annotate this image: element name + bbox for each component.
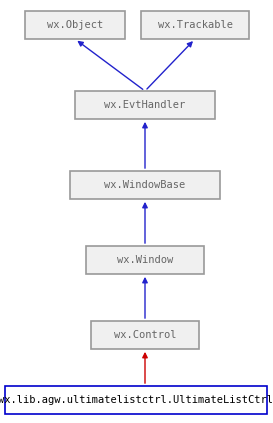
- Text: wx.WindowBase: wx.WindowBase: [104, 180, 186, 190]
- Text: wx.Object: wx.Object: [47, 20, 103, 30]
- Text: wx.EvtHandler: wx.EvtHandler: [104, 100, 186, 110]
- FancyBboxPatch shape: [141, 11, 249, 39]
- FancyBboxPatch shape: [86, 246, 204, 274]
- Text: wx.Control: wx.Control: [114, 330, 176, 340]
- Text: wx.lib.agw.ultimatelistctrl.UltimateListCtrl: wx.lib.agw.ultimatelistctrl.UltimateList…: [0, 395, 273, 405]
- Text: wx.Window: wx.Window: [117, 255, 173, 265]
- FancyBboxPatch shape: [25, 11, 125, 39]
- FancyBboxPatch shape: [91, 321, 199, 349]
- FancyBboxPatch shape: [75, 91, 215, 119]
- FancyBboxPatch shape: [5, 386, 267, 414]
- Text: wx.Trackable: wx.Trackable: [158, 20, 233, 30]
- FancyBboxPatch shape: [70, 171, 220, 199]
